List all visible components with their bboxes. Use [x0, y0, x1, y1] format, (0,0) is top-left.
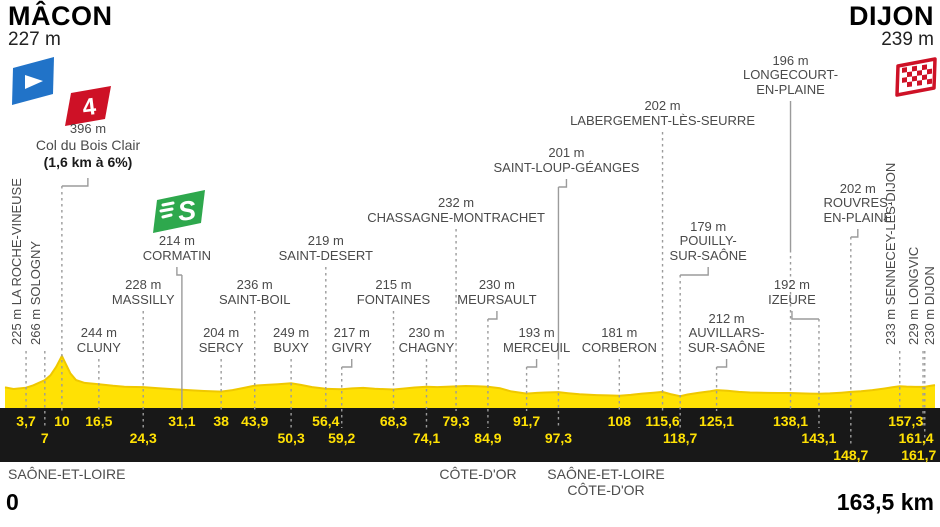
vertical-waypoint-label: 229 m LONGVIC [906, 246, 922, 345]
waypoint-label: 201 m SAINT-LOUP-GÉANGES [493, 145, 640, 175]
svg-text:4: 4 [81, 93, 98, 122]
distance-marker: 138,1 [772, 413, 809, 429]
distance-marker: 143,1 [801, 430, 837, 446]
waypoint-label: 236 m SAINT-BOIL [218, 277, 291, 307]
elbow-connector [176, 267, 182, 276]
start-city-header: MÂCON 227 m [8, 2, 113, 51]
climb-elevation: 396 m [69, 121, 107, 136]
distance-marker: 161,7 [901, 447, 937, 463]
distance-marker: 10 [54, 413, 70, 429]
distance-marker: 56,4 [312, 413, 340, 429]
distance-marker: 43,9 [241, 413, 269, 429]
waypoint-label: 230 m CHAGNY [398, 325, 455, 355]
vertical-waypoint-label: 230 m DIJON [921, 266, 937, 345]
distance-marker: 7 [40, 430, 49, 446]
elbow-connector [61, 178, 89, 187]
waypoint-label: 214 m CORMATIN [142, 233, 212, 263]
waypoint-label: 217 m GIVRY [331, 325, 372, 355]
route-start-km: 0 [6, 489, 19, 515]
waypoint-label: 228 m MASSILLY [111, 277, 175, 307]
distance-marker: 38 [213, 413, 229, 429]
waypoint-label: 196 m LONGECOURT- EN-PLAINE [742, 53, 839, 97]
waypoint-label: 202 m ROUVRES- EN-PLAINE [823, 181, 893, 225]
distance-marker: 16,5 [85, 413, 113, 429]
distance-marker: 24,3 [129, 430, 157, 446]
distance-marker: 91,7 [512, 413, 541, 429]
waypoint-label: 181 m CORBERON [581, 325, 657, 355]
waypoint-label: 232 m CHASSAGNE-MONTRACHET [367, 195, 545, 225]
waypoint-label: 215 m FONTAINES [356, 277, 431, 307]
elbow-connector [526, 359, 538, 368]
elbow-connector [680, 267, 709, 276]
waypoint-label: 244 m CLUNY [76, 325, 121, 355]
elbow-connector [341, 359, 353, 368]
distance-marker: 157,3 [888, 413, 924, 429]
waypoint-label: 193 m MERCEUIL [503, 325, 571, 355]
elbow-connector [791, 311, 819, 320]
category-4-climb-icon: 4 [65, 86, 111, 126]
distance-marker: 125,1 [699, 413, 735, 429]
route-total-distance: 163,5 km [836, 489, 934, 515]
svg-text:S: S [176, 195, 198, 227]
distance-marker: 148,7 [833, 447, 869, 463]
vertical-waypoint-label: 266 m SOLOGNY [27, 240, 43, 345]
distance-marker: 115,6 [645, 413, 680, 429]
finish-city-name: DIJON [848, 1, 934, 31]
elbow-connector [558, 179, 568, 188]
distance-marker: 59,2 [328, 430, 356, 446]
distance-marker: 79,3 [442, 413, 470, 429]
waypoint-label: 179 m POUILLY- SUR-SAÔNE [669, 219, 747, 263]
waypoint-label: 204 m SERCY [198, 325, 244, 355]
distance-marker: 3,7 [16, 413, 36, 429]
distance-marker: 50,3 [277, 430, 305, 446]
distance-marker: 31,1 [168, 413, 196, 429]
finish-city-header: DIJON 239 m [849, 2, 934, 51]
departement-label: SAÔNE-ET-LOIRE CÔTE-D'OR [547, 466, 665, 499]
finish-city-elevation: 239 m [881, 29, 934, 51]
start-city-elevation: 227 m [8, 29, 61, 51]
climb-name: Col du Bois Clair [35, 136, 141, 153]
vertical-waypoint-label: 233 m SENNECEY-LÈS-DIJON [882, 162, 898, 345]
vertical-waypoint-label: 225 m LA ROCHE-VINEUSE [9, 178, 25, 345]
distance-marker: 84,9 [474, 430, 502, 446]
distance-marker: 74,1 [412, 430, 441, 446]
climb-label: 396 m Col du Bois Clair (1,6 km à 6%) [36, 121, 140, 171]
distance-marker: 161,4 [898, 430, 934, 446]
departement-label: SAÔNE-ET-LOIRE [8, 466, 126, 482]
waypoint-label: 212 m AUVILLARS- SUR-SAÔNE [687, 311, 766, 355]
climb-gradient: (1,6 km à 6%) [43, 153, 133, 170]
distance-marker: 68,3 [379, 413, 408, 429]
distance-marker: 97,3 [544, 430, 573, 446]
waypoint-label: 230 m MEURSAULT [457, 277, 537, 307]
waypoint-label: 249 m BUXY [273, 325, 310, 355]
waypoint-label: 192 m IZEURE [768, 277, 816, 307]
distance-band [0, 408, 940, 462]
sprint-icon: S [153, 190, 205, 233]
waypoint-label: 219 m SAINT-DESERT [278, 233, 373, 263]
elevation-area [5, 356, 935, 408]
waypoint-label: 202 m LABERGEMENT-LÈS-SEURRE [570, 98, 755, 128]
elbow-connector [716, 359, 728, 368]
finish-checkered-flag-icon [895, 57, 937, 97]
depart-flag-icon [12, 57, 54, 105]
distance-marker: 118,7 [663, 430, 698, 446]
elbow-connector [487, 311, 498, 320]
elbow-connector [850, 229, 859, 238]
distance-marker: 108 [607, 413, 631, 429]
start-city-name: MÂCON [8, 1, 113, 31]
departement-label: CÔTE-D'OR [439, 466, 517, 482]
